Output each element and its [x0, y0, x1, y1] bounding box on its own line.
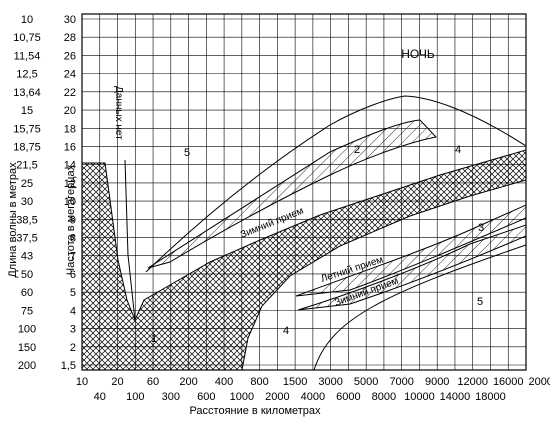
plot-areas — [82, 95, 526, 370]
freq-tick: 4 — [70, 305, 76, 317]
freq-tick: 3 — [70, 324, 76, 336]
wave-tick: 15 — [21, 105, 33, 117]
freq-tick: 26 — [64, 50, 76, 62]
x-tick-bottom: 600 — [197, 391, 215, 403]
zone-label-4-lower: 4 — [283, 325, 289, 337]
x-tick-top: 400 — [215, 376, 233, 388]
zone-label-5-upper: 5 — [184, 147, 190, 159]
x-tick-bottom: 14000 — [440, 391, 471, 403]
freq-tick: 8 — [70, 233, 76, 245]
x-tick-top: 200 — [179, 376, 197, 388]
frequency-axis: 30 28 26 24 22 20 18 16 14 12 10 9 8 7 6 5 4 3 2 1,5 — [61, 14, 76, 372]
wave-tick: 75 — [21, 305, 33, 317]
freq-tick: 30 — [64, 14, 76, 26]
region-winter-lower — [297, 224, 526, 311]
x-tick-bottom: 8000 — [372, 391, 396, 403]
x-tick-top: 3000 — [318, 376, 342, 388]
plot-frame — [81, 13, 527, 371]
freq-tick: 7 — [70, 251, 76, 263]
wave-tick: 10 — [21, 14, 33, 26]
region-4-boundary — [313, 244, 526, 370]
muf-curve — [145, 95, 526, 273]
freq-tick: 1,5 — [61, 360, 76, 372]
x-tick-bottom: 2000 — [265, 391, 289, 403]
chart-title: НОЧЬ — [401, 47, 435, 61]
x-tick-bottom: 1000 — [230, 391, 254, 403]
x-tick-top: 10 — [76, 376, 88, 388]
x-tick-top: 16000 — [493, 376, 524, 388]
x-tick-top: 9000 — [425, 376, 449, 388]
region-2 — [147, 119, 437, 269]
x-tick-top: 1500 — [283, 376, 307, 388]
x-tick-top: 12000 — [457, 376, 488, 388]
wave-tick: 10,75 — [13, 32, 41, 44]
freq-tick: 24 — [64, 69, 76, 81]
wavelength-axis: 10 10,75 11,54 12,5 13,64 15 15,75 18,75 21,5 25 3… — [13, 14, 41, 372]
freq-tick: 9 — [70, 214, 76, 226]
zone-label-3: 3 — [478, 222, 484, 234]
freq-tick: 20 — [64, 105, 76, 117]
freq-tick: 12 — [64, 178, 76, 190]
x-tick-bottom: 40 — [94, 391, 106, 403]
freq-tick: 16 — [64, 141, 76, 153]
freq-tick: 28 — [64, 32, 76, 44]
x-tick-top: 7000 — [389, 376, 413, 388]
wave-tick: 25 — [21, 178, 33, 190]
x-tick-top: 5000 — [354, 376, 378, 388]
annotation-no-data: Данных нет — [113, 86, 124, 140]
x-tick-top: 800 — [250, 376, 268, 388]
freq-tick: 6 — [70, 269, 76, 281]
zone-label-2: 2 — [354, 144, 360, 156]
wave-tick: 15,75 — [13, 123, 41, 135]
wave-tick: 50 — [21, 269, 33, 281]
x-tick-bottom: 18000 — [475, 391, 506, 403]
freq-tick: 14 — [64, 160, 76, 172]
x-tick-top: 20000 — [528, 376, 550, 388]
wave-tick: 30 — [21, 196, 33, 208]
zone-label-1: 1 — [151, 333, 157, 345]
wave-tick: 60 — [21, 287, 33, 299]
wave-tick: 21,5 — [16, 160, 37, 172]
x-tick-top: 20 — [111, 376, 123, 388]
zone-label-4-upper: 4 — [455, 144, 461, 156]
wave-tick: 43 — [21, 251, 33, 263]
x-axis-top-ticks: 10 20 60 200 400 800 1500 3000 5000 7000 9000 12000… — [76, 376, 550, 388]
wave-tick: 12,5 — [16, 69, 37, 81]
x-tick-bottom: 4000 — [301, 391, 325, 403]
x-label: Расстояние в километрах — [189, 405, 321, 417]
wave-tick: 18,75 — [13, 141, 41, 153]
freq-tick: 2 — [70, 342, 76, 354]
wave-tick: 38,5 — [16, 214, 37, 226]
region-summer — [295, 204, 526, 297]
x-tick-bottom: 300 — [162, 391, 180, 403]
wave-tick: 11,54 — [14, 50, 41, 62]
region-1 — [82, 149, 526, 370]
freq-tick: 18 — [64, 123, 76, 135]
freq-tick: 10 — [64, 196, 76, 208]
wave-tick: 200 — [18, 360, 36, 372]
x-tick-bottom: 6000 — [336, 391, 360, 403]
freq-tick: 22 — [64, 87, 76, 99]
wave-tick: 100 — [18, 324, 36, 336]
x-tick-bottom: 100 — [126, 391, 144, 403]
x-axis-bottom-ticks: 40 100 300 600 1000 2000 4000 6000 8000 10000 1400… — [94, 391, 506, 403]
y-label-wavelength: Длина волны в метрах — [7, 162, 19, 278]
zone-label-5-lower: 5 — [477, 296, 483, 308]
wave-tick: 13,64 — [13, 87, 41, 99]
x-tick-top: 60 — [147, 376, 159, 388]
wave-tick: 37,5 — [16, 233, 37, 245]
no-data-line — [124, 159, 136, 321]
wave-tick: 150 — [18, 342, 36, 354]
freq-tick: 5 — [70, 287, 76, 299]
y-label-frequency: Частота в мегагерцах — [65, 164, 77, 275]
x-tick-bottom: 10000 — [404, 391, 435, 403]
